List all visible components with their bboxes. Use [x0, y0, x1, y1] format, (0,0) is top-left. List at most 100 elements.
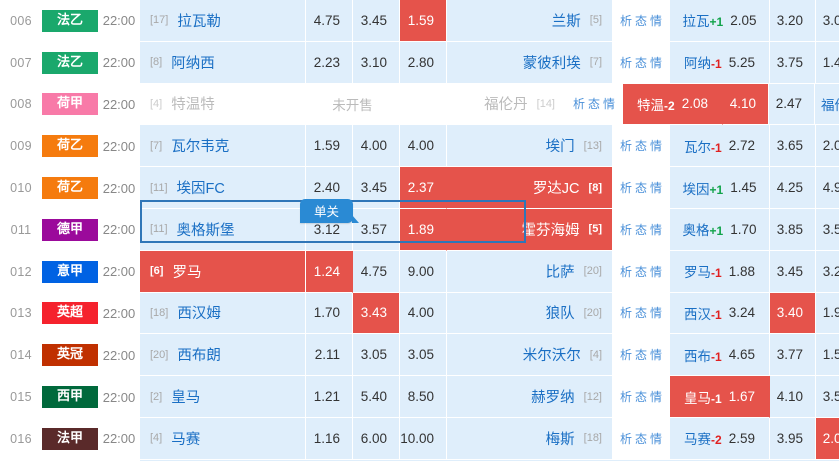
match-row[interactable]: 014 英冠 22:00 [20] 西布朗 2.11 3.05 3.05 米尔沃尔 [4] 析态情西… — [0, 334, 839, 377]
away-team-cell[interactable]: 比萨 [20] — [447, 250, 613, 293]
analysis-link[interactable]: 析 — [619, 55, 632, 70]
info-link[interactable]: 情 — [650, 431, 663, 446]
odds-home-win[interactable]: 1.16 — [306, 418, 353, 460]
away-team-cell[interactable]: 福伦丹 [14] — [400, 83, 566, 126]
handicap-home-cell[interactable]: 奥格+1 1.70 — [670, 209, 770, 251]
handicap-draw-odds[interactable]: 3.65 — [770, 125, 816, 168]
odds-draw[interactable]: 3.05 — [353, 334, 400, 377]
odds-draw[interactable]: 5.40 — [353, 376, 400, 418]
handicap-away-odds[interactable]: 2.47 — [769, 83, 815, 126]
odds-home-win[interactable]: 2.23 — [306, 41, 353, 84]
league-badge[interactable]: 荷乙 — [42, 177, 98, 200]
away-team-cell[interactable]: 梅斯 [18] — [447, 418, 613, 460]
handicap-draw-odds[interactable]: 4.10 — [770, 376, 816, 418]
away-team-cell[interactable]: 蒙彼利埃 [7] — [447, 41, 613, 84]
match-row[interactable]: 007 法乙 22:00 [8] 阿纳西 2.23 3.10 2.80 蒙彼利埃 [7] 析态情阿纳… — [0, 41, 839, 84]
home-team-cell[interactable]: [2] 皇马 — [140, 376, 306, 418]
odds-away-win[interactable]: 8.50 — [400, 376, 447, 418]
league-badge[interactable]: 西甲 — [42, 386, 98, 409]
handicap-draw-odds[interactable]: 3.95 — [770, 418, 816, 460]
form-link[interactable]: 态 — [587, 97, 600, 112]
odds-away-win[interactable]: 4.00 — [400, 125, 447, 168]
league-badge[interactable]: 荷甲 — [42, 93, 98, 116]
handicap-away-odds[interactable]: 1.54 — [816, 334, 839, 377]
handicap-home-cell[interactable]: 特温-2 2.08 — [623, 83, 723, 126]
match-row[interactable]: 006 法乙 22:00 [17] 拉瓦勒 4.75 3.45 1.59 兰斯 [5] 析态情拉瓦+… — [0, 0, 839, 42]
odds-draw[interactable]: 4.00 — [353, 125, 400, 168]
handicap-draw-odds[interactable]: 3.40 — [770, 292, 816, 335]
home-team-cell[interactable]: [6] 罗马 — [140, 250, 306, 293]
match-row[interactable]: 010 荷乙 22:00 [11] 埃因FC 2.40 3.45 2.37 罗达JC [8] 析态情… — [0, 167, 839, 209]
analysis-link[interactable]: 析 — [619, 306, 632, 321]
analysis-link[interactable]: 析 — [619, 139, 632, 154]
match-row[interactable]: 013 英超 22:00 [18] 西汉姆 1.70 3.43 4.00 狼队 [20] 析态情西汉… — [0, 292, 839, 335]
form-link[interactable]: 态 — [634, 13, 647, 28]
home-team-cell[interactable]: [20] 西布朗 — [140, 334, 306, 377]
odds-draw[interactable]: 3.43 — [353, 292, 400, 335]
form-link[interactable]: 态 — [634, 264, 647, 279]
info-link[interactable]: 情 — [650, 55, 663, 70]
analysis-link[interactable]: 析 — [619, 264, 632, 279]
form-link[interactable]: 态 — [634, 348, 647, 363]
handicap-home-cell[interactable]: 阿纳-1 5.25 — [670, 41, 770, 84]
info-link[interactable]: 情 — [650, 181, 663, 196]
handicap-draw-odds[interactable]: 3.77 — [770, 334, 816, 377]
handicap-draw-odds[interactable]: 3.75 — [770, 41, 816, 84]
handicap-home-cell[interactable]: 埃因+1 1.45 — [670, 167, 770, 209]
away-team-cell[interactable]: 罗达JC [8] — [447, 167, 613, 209]
handicap-home-cell[interactable]: 瓦尔-1 2.72 — [670, 125, 770, 168]
form-link[interactable]: 态 — [634, 222, 647, 237]
single-bet-badge[interactable]: 单关 — [300, 199, 360, 223]
odds-home-win[interactable]: 4.75 — [306, 0, 353, 42]
handicap-draw-odds[interactable]: 4.10 — [723, 83, 769, 126]
league-badge[interactable]: 德甲 — [42, 218, 98, 241]
away-team-cell[interactable]: 埃门 [13] — [447, 125, 613, 168]
odds-draw[interactable]: 6.00 — [353, 418, 400, 460]
league-badge[interactable]: 法乙 — [42, 9, 98, 32]
handicap-away-odds[interactable]: 2.04 — [816, 418, 839, 460]
home-team-cell[interactable]: [7] 瓦尔韦克 — [140, 125, 306, 168]
league-badge[interactable]: 英冠 — [42, 344, 98, 367]
handicap-away-odds[interactable]: 1.90 — [816, 292, 839, 335]
league-badge[interactable]: 英超 — [42, 302, 98, 325]
info-link[interactable]: 情 — [650, 390, 663, 405]
odds-away-win[interactable]: 2.80 — [400, 41, 447, 84]
home-team-cell[interactable]: [8] 阿纳西 — [140, 41, 306, 84]
info-link[interactable]: 情 — [603, 97, 616, 112]
home-team-cell[interactable]: [18] 西汉姆 — [140, 292, 306, 335]
handicap-draw-odds[interactable]: 3.45 — [770, 250, 816, 293]
analysis-link[interactable]: 析 — [619, 13, 632, 28]
home-team-cell[interactable]: [4] 特温特 — [140, 83, 306, 126]
handicap-home-cell[interactable]: 西布-1 4.65 — [670, 334, 770, 377]
away-team-cell[interactable]: 狼队 [20] — [447, 292, 613, 335]
odds-draw[interactable]: 3.57 — [353, 209, 400, 251]
analysis-link[interactable]: 析 — [619, 431, 632, 446]
match-row[interactable]: 015 西甲 22:00 [2] 皇马 1.21 5.40 8.50 赫罗纳 [12] 析态情皇马-… — [0, 376, 839, 418]
away-team-cell[interactable]: 米尔沃尔 [4] — [447, 334, 613, 377]
away-team-cell[interactable]: 霍芬海姆 [5] — [447, 209, 613, 251]
handicap-draw-odds[interactable]: 3.85 — [770, 209, 816, 251]
match-row[interactable]: 011 德甲 22:00 [11] 奥格斯堡 3.12 3.57 1.89 霍芬海姆 [5] 析态情… — [0, 209, 839, 251]
handicap-away-odds[interactable]: 2.05 — [816, 125, 839, 168]
odds-away-win[interactable]: 2.37 — [400, 167, 447, 209]
odds-home-win[interactable]: 2.11 — [306, 334, 353, 377]
handicap-away-team-cell[interactable]: 福伦 — [815, 83, 839, 126]
match-row[interactable]: 012 意甲 22:00 [6] 罗马 1.24 4.75 9.00 比萨 [20] 析态情罗马-1… — [0, 250, 839, 293]
odds-home-win[interactable]: 1.24 — [306, 250, 353, 293]
home-team-cell[interactable]: [11] 埃因FC — [140, 167, 306, 209]
handicap-away-odds[interactable]: 1.49 — [816, 41, 839, 84]
odds-home-win[interactable]: 1.70 — [306, 292, 353, 335]
info-link[interactable]: 情 — [650, 264, 663, 279]
info-link[interactable]: 情 — [650, 13, 663, 28]
analysis-link[interactable]: 析 — [572, 97, 585, 112]
league-badge[interactable]: 法乙 — [42, 51, 98, 74]
form-link[interactable]: 态 — [634, 431, 647, 446]
odds-away-win[interactable]: 1.89 — [400, 209, 447, 251]
odds-away-win[interactable]: 3.05 — [400, 334, 447, 377]
handicap-home-cell[interactable]: 罗马-1 1.88 — [670, 250, 770, 293]
analysis-link[interactable]: 析 — [619, 222, 632, 237]
odds-draw[interactable]: 3.45 — [353, 0, 400, 42]
home-team-cell[interactable]: [11] 奥格斯堡 — [140, 209, 306, 251]
match-row[interactable]: 008 荷甲 22:00 [4] 特温特 未开售 福伦丹 [14] 析态情特温-2 2.08 4.1… — [0, 83, 839, 126]
info-link[interactable]: 情 — [650, 139, 663, 154]
